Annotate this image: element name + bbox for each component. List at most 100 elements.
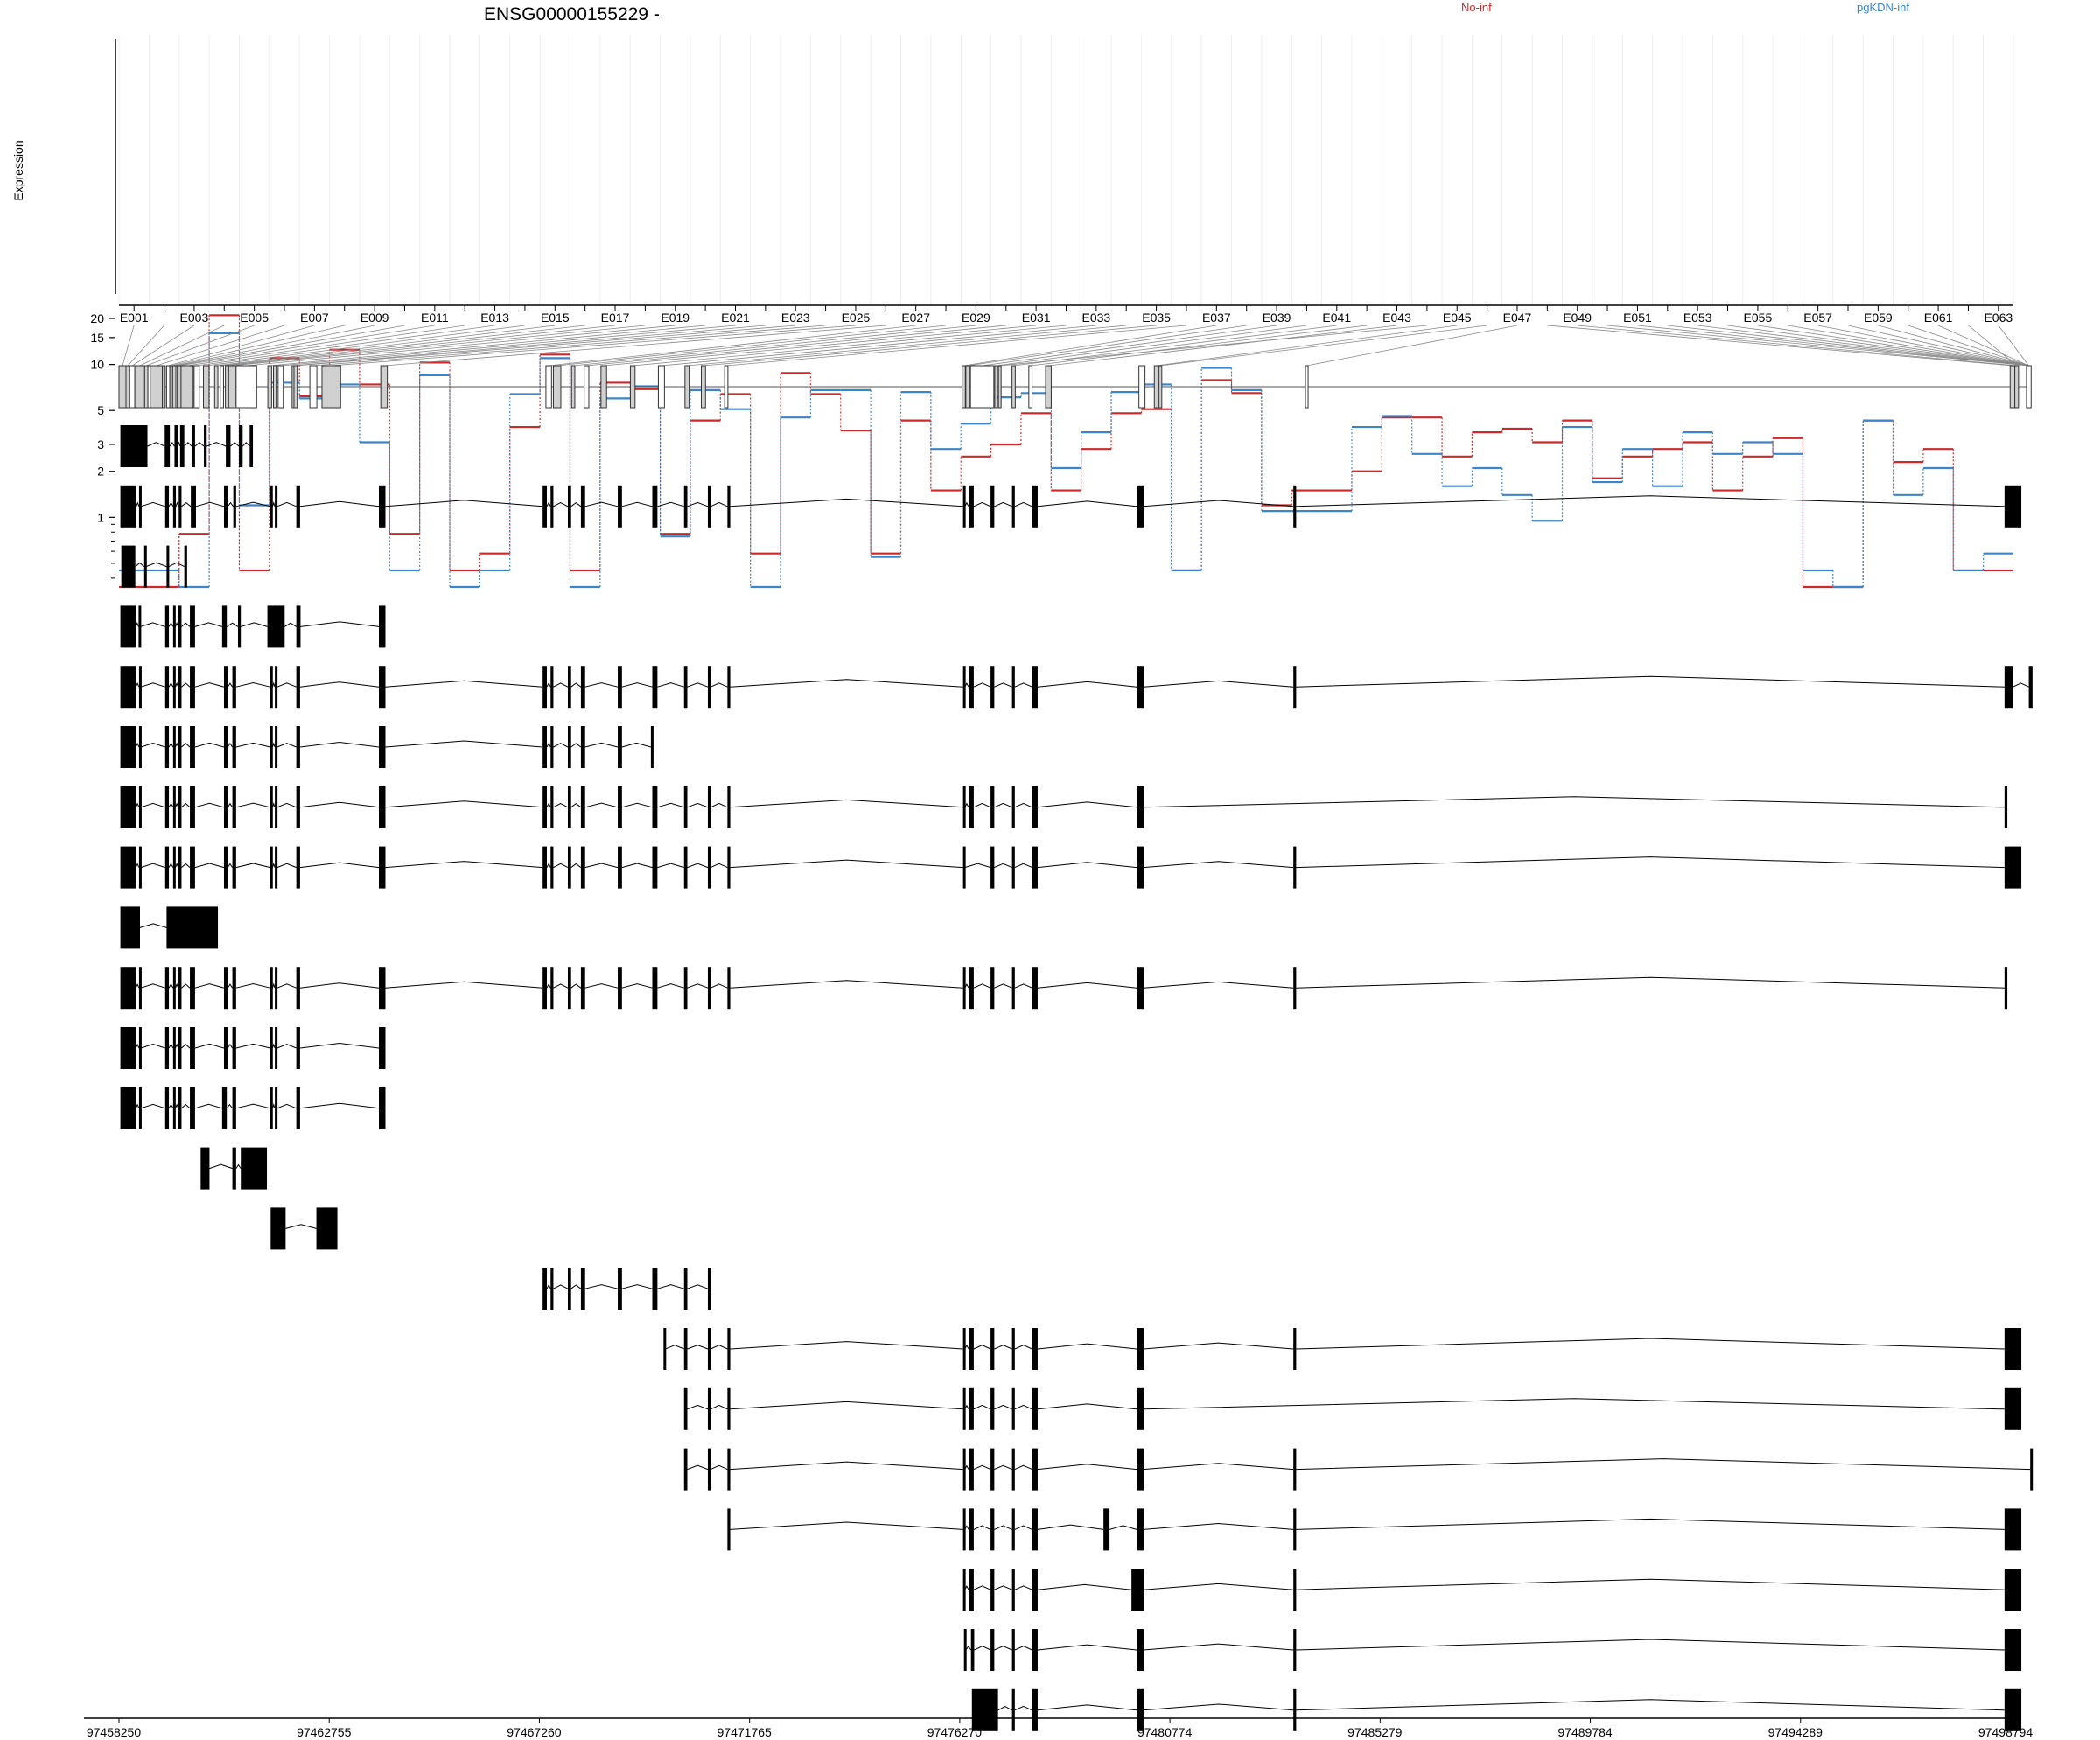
transcript-exon — [190, 726, 195, 768]
intron-line — [181, 501, 192, 507]
exon-tick-label: E031 — [1022, 311, 1051, 325]
gene-model-exon — [225, 365, 229, 409]
transcript-exon — [1012, 1508, 1015, 1551]
intron-line — [276, 863, 297, 869]
intron-line — [194, 863, 225, 869]
intron-line — [276, 1103, 297, 1109]
transcript-exon — [990, 1448, 995, 1491]
transcript-track — [121, 545, 187, 588]
intron-line — [140, 1103, 165, 1109]
exon-tick-label: E003 — [180, 311, 209, 325]
exon-connector — [1667, 325, 2029, 367]
intron-line — [621, 1284, 653, 1289]
transcript-exon — [1131, 1569, 1144, 1611]
gene-model-exon — [134, 365, 145, 409]
transcript-exon — [275, 786, 278, 828]
exon-connector — [556, 325, 947, 367]
intron-line — [235, 1043, 270, 1049]
intron-line — [206, 442, 227, 447]
transcript-exon — [379, 485, 386, 528]
genomic-tick-label: 97458250 — [87, 1725, 142, 1739]
transcript-exon — [683, 967, 688, 1010]
transcript-exon — [2004, 786, 2008, 828]
intron-line — [168, 802, 174, 808]
intron-line — [2012, 682, 2029, 688]
transcript-exon — [1032, 1629, 1038, 1671]
gene-model-exon — [657, 365, 665, 409]
intron-line — [1143, 1703, 1294, 1711]
intron-line — [687, 802, 709, 808]
exon-connector — [139, 325, 225, 367]
intron-line — [1296, 976, 2005, 989]
exon-connector — [313, 325, 826, 367]
exon-connector — [1698, 325, 2029, 367]
transcript-track — [120, 846, 2022, 889]
intron-line — [570, 682, 582, 688]
gene-model-exon — [600, 365, 607, 409]
transcript-exon — [164, 425, 171, 467]
transcript-exon — [270, 786, 273, 828]
intron-line — [621, 983, 653, 989]
intron-line — [973, 501, 991, 507]
transcript-track — [120, 485, 2022, 528]
transcript-exon — [296, 1027, 300, 1069]
intron-line — [710, 863, 728, 869]
intron-line — [730, 498, 963, 507]
exon-tick-label: E049 — [1563, 311, 1592, 325]
intron-line — [385, 861, 543, 869]
intron-line — [553, 682, 569, 688]
exon-tick-label: E059 — [1864, 311, 1893, 325]
transcript-exon — [223, 485, 228, 528]
intron-line — [687, 1284, 709, 1289]
intron-line — [276, 501, 297, 507]
intron-line — [226, 622, 239, 627]
intron-line — [973, 1404, 991, 1410]
transcript-exon — [179, 425, 185, 467]
transcript-exon — [172, 605, 176, 648]
exon-connector — [295, 325, 796, 367]
intron-line — [271, 862, 276, 868]
intron-line — [994, 682, 1012, 688]
intron-line — [230, 442, 240, 447]
transcript-exon — [379, 1027, 386, 1069]
transcript-exon — [962, 1387, 966, 1430]
exon-tick-label: E029 — [962, 311, 990, 325]
transcript-exon — [683, 786, 688, 828]
transcript-exon — [379, 1087, 386, 1129]
intron-line — [140, 682, 165, 688]
intron-line — [994, 1646, 1012, 1651]
intron-line — [194, 983, 225, 989]
exon-connector — [178, 325, 435, 367]
transcript-exon — [707, 786, 711, 828]
transcript-exon — [166, 906, 219, 949]
intron-line — [570, 863, 582, 869]
transcript-exon — [542, 1268, 547, 1310]
transcript-exon — [663, 1328, 667, 1370]
transcript-exon — [550, 967, 554, 1010]
intron-line — [657, 1284, 684, 1289]
transcript-track — [663, 1328, 2022, 1370]
transcript-exon — [1032, 1448, 1038, 1491]
transcript-exon — [962, 666, 966, 709]
gene-model-exon — [277, 365, 284, 409]
intron-line — [140, 743, 165, 748]
transcript-exon — [221, 605, 228, 648]
intron-line — [1296, 1338, 2005, 1350]
intron-line — [227, 802, 233, 808]
intron-line — [235, 1163, 242, 1169]
intron-line — [227, 863, 233, 868]
transcript-exon — [296, 846, 300, 889]
intron-line — [184, 442, 192, 447]
transcript-exon — [990, 967, 995, 1010]
intron-line — [621, 501, 653, 507]
intron-line — [973, 682, 991, 688]
intron-line — [175, 802, 179, 807]
genomic-tick-label: 97480774 — [1138, 1725, 1193, 1739]
intron-line — [1296, 675, 2005, 688]
transcript-exon — [190, 605, 195, 648]
transcript-exon — [1137, 1688, 1144, 1731]
exon-connector — [1788, 325, 2029, 367]
vertical-gridlines — [118, 35, 2014, 305]
transcript-exon — [550, 666, 554, 709]
transcript-exon — [223, 666, 228, 709]
